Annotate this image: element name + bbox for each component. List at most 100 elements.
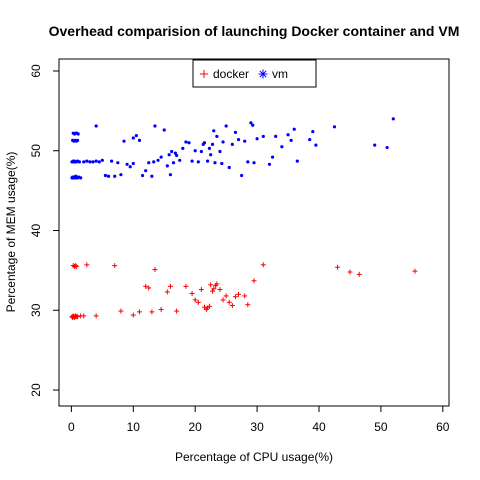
vm-point-84 [215,134,219,138]
vm-point-112 [332,125,337,129]
vm-point-67 [175,153,179,158]
vm-point-111 [314,143,318,147]
x-tick-label-1: 10 [127,420,141,434]
vm-point-33 [88,160,92,164]
vm-point-42 [116,161,120,165]
vm-point-25 [75,138,80,142]
docker-point-49 [236,291,242,297]
vm-point-39 [106,174,111,178]
docker-point-40 [211,286,217,292]
docker-point-15 [73,263,79,269]
vm-point-97 [251,123,255,127]
docker-point-54 [335,264,341,270]
x-axis-label: Percentage of CPU usage(%) [175,450,333,464]
vm-point-49 [134,133,138,138]
vm-point-93 [240,173,244,178]
legend-docker-marker [200,70,208,78]
docker-point-45 [223,293,229,299]
vm-point-102 [270,155,275,159]
data-points [69,117,418,320]
vm-point-72 [190,159,194,163]
vm-point-69 [181,146,185,150]
docker-point-14 [73,263,79,269]
vm-point-46 [125,162,129,166]
vm-point-66 [173,151,177,155]
docker-point-16 [84,262,90,268]
docker-point-48 [232,294,238,300]
plot-frame [58,58,450,407]
vm-point-43 [94,124,98,128]
vm-point-90 [230,142,234,146]
docker-point-25 [146,285,152,291]
docker-point-10 [81,313,87,319]
y-axis: 20 30 40 50 60 [29,64,60,397]
vm-point-61 [165,164,169,168]
vm-point-95 [246,160,250,164]
vm-point-100 [261,134,265,138]
x-tick-label-0: 0 [68,420,75,434]
y-tick-label-0: 20 [29,383,43,397]
vm-point-31 [82,160,86,164]
vm-point-96 [249,121,253,125]
vm-point-55 [150,174,154,178]
vm-point-92 [236,137,241,142]
vm-point-35 [94,159,98,163]
vm-point-36 [97,160,101,164]
vm-point-83 [213,161,217,165]
docker-point-38 [208,282,214,288]
vm-point-44 [119,173,123,177]
x-tick-label-4: 40 [312,420,326,434]
vm-point-40 [110,159,114,163]
x-tick-label-2: 20 [189,420,203,434]
vm-point-80 [209,153,213,157]
y-tick-label-3: 50 [29,144,43,158]
vm-point-105 [286,133,290,137]
vm-point-38 [103,173,108,178]
docker-point-20 [130,312,136,318]
docker-point-51 [245,302,251,308]
vm-point-60 [162,128,166,132]
x-tick-label-5: 50 [374,420,388,434]
vm-point-47 [128,165,132,169]
vm-point-73 [193,149,197,153]
y-tick-label-2: 40 [29,224,43,238]
docker-point-31 [192,297,198,303]
docker-point-21 [136,309,142,315]
vm-point-75 [199,149,203,154]
docker-point-43 [217,287,223,293]
vm-point-20 [77,160,82,164]
vm-point-110 [311,129,315,134]
vm-point-34 [91,160,95,164]
vm-point-98 [252,161,256,165]
vm-point-62 [167,153,171,157]
vm-point-59 [159,155,163,159]
vm-point-65 [171,161,176,165]
docker-point-42 [214,281,220,287]
legend-docker-label: docker [213,67,249,81]
vm-point-30 [76,132,80,136]
docker-point-17 [112,263,118,269]
vm-point-99 [255,137,259,141]
vm-point-87 [221,140,225,144]
vm-point-88 [224,124,228,128]
legend: docker vm [192,59,317,88]
vm-point-37 [100,158,104,162]
docker-point-32 [195,299,201,305]
docker-point-18 [152,267,158,273]
docker-point-56 [356,271,362,277]
vm-point-70 [184,140,188,144]
docker-point-50 [242,293,248,299]
vm-point-94 [243,139,247,143]
vm-point-113 [373,143,377,147]
vm-point-11 [79,176,83,180]
vm-point-82 [212,129,216,133]
docker-point-39 [210,288,216,294]
y-axis-label: Percentage of MEM usage(%) [4,152,18,313]
vm-point-91 [233,130,238,134]
docker-point-57 [412,268,418,274]
legend-vm-marker [258,69,268,79]
vm-point-101 [267,162,272,166]
vm-point-109 [308,137,312,142]
docker-point-37 [206,303,212,309]
